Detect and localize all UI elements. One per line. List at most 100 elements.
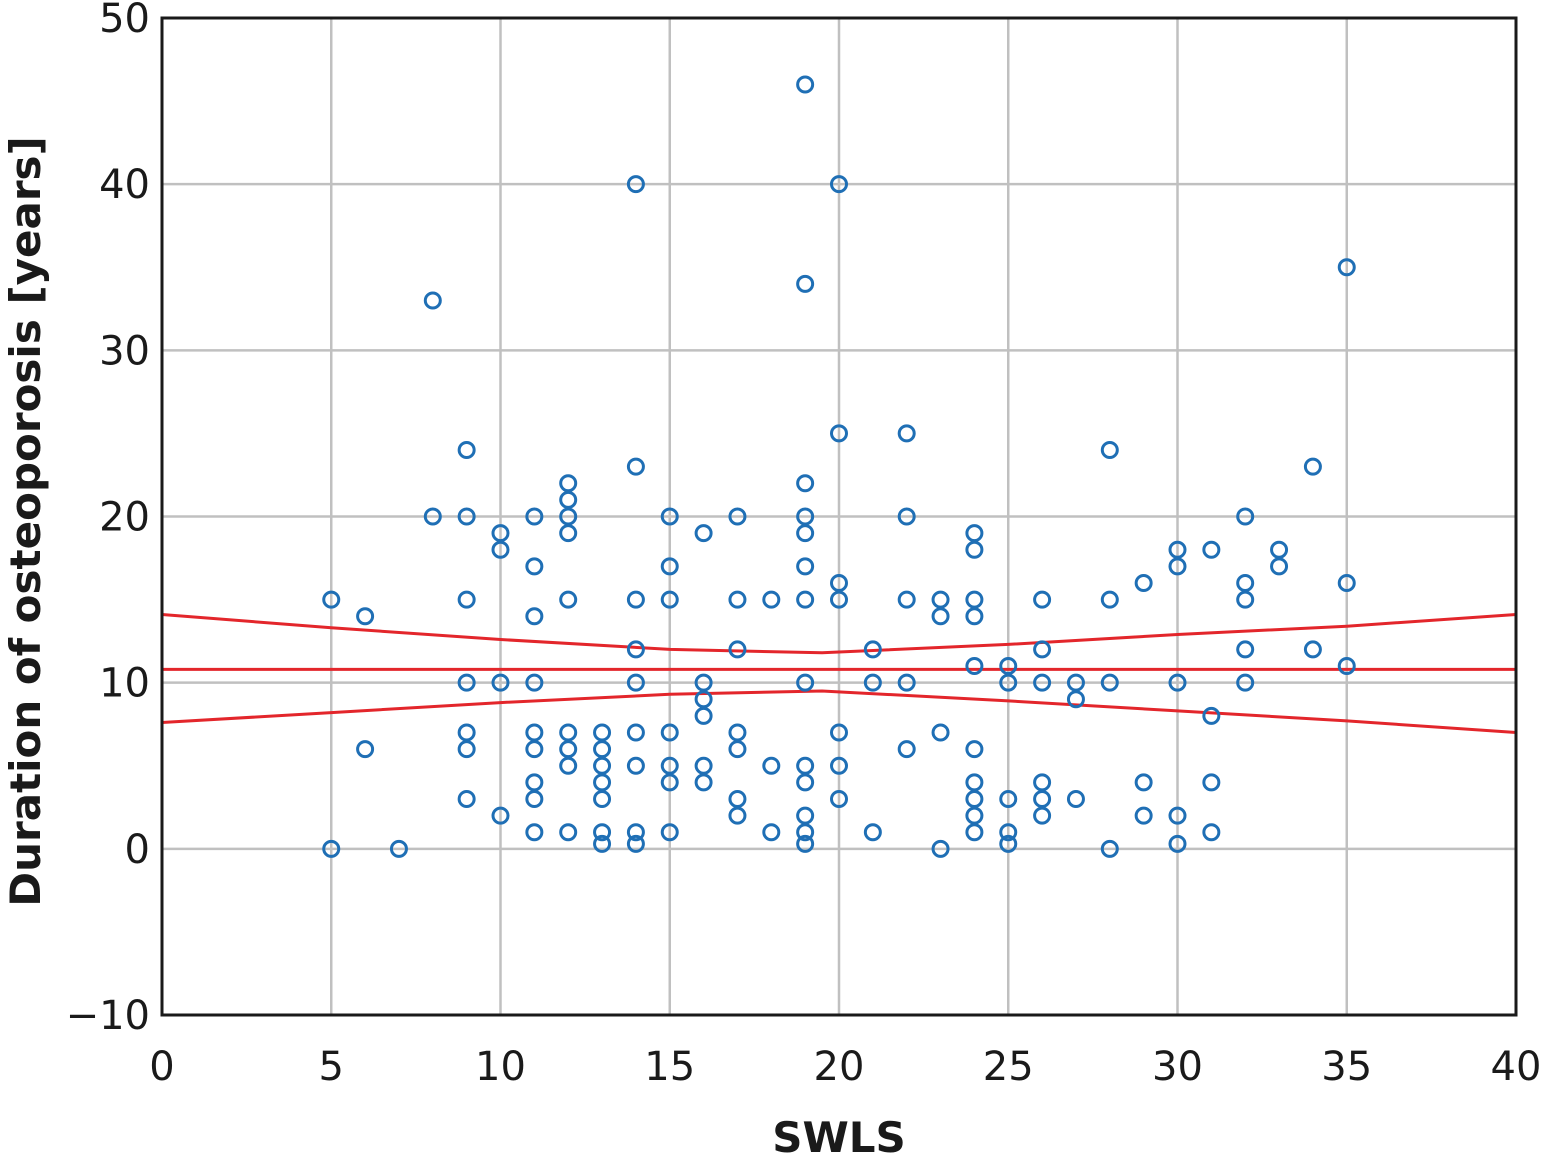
data-point — [1100, 590, 1119, 609]
data-point — [1033, 789, 1052, 808]
data-point — [965, 773, 984, 792]
y-tick-label: 50 — [99, 0, 150, 42]
data-point — [593, 740, 612, 759]
data-point — [830, 590, 848, 609]
data-point — [694, 524, 713, 543]
data-point — [660, 723, 679, 742]
data-point — [897, 590, 916, 609]
data-point — [626, 673, 645, 692]
data-point — [1236, 590, 1255, 609]
data-point — [423, 507, 442, 526]
data-point — [626, 756, 645, 775]
x-axis-title: SWLS — [772, 1113, 906, 1159]
data-point — [931, 839, 950, 858]
data-point — [965, 540, 984, 559]
x-tick-label: 10 — [475, 1044, 526, 1090]
data-point — [559, 723, 578, 742]
data-point — [1033, 673, 1052, 692]
data-point — [965, 740, 984, 759]
y-tick-label: −10 — [66, 993, 150, 1039]
data-point — [593, 789, 612, 808]
data-point — [525, 607, 544, 626]
data-point — [762, 823, 781, 842]
data-point — [965, 524, 984, 543]
data-point — [728, 723, 747, 742]
data-point — [525, 723, 544, 742]
data-point — [1337, 258, 1356, 277]
data-point — [965, 789, 984, 808]
data-point — [830, 573, 848, 592]
data-point — [830, 789, 848, 808]
data-point — [796, 673, 815, 692]
data-point — [999, 789, 1018, 808]
data-point — [660, 823, 679, 842]
data-point — [999, 673, 1018, 692]
data-point — [1168, 557, 1187, 576]
data-point — [1033, 773, 1052, 792]
data-point — [728, 789, 747, 808]
data-point — [626, 590, 645, 609]
data-point — [356, 607, 375, 626]
data-point — [491, 524, 510, 543]
data-point — [796, 823, 815, 842]
data-point — [660, 590, 679, 609]
data-point — [796, 756, 815, 775]
data-point — [999, 834, 1018, 853]
data-point — [457, 507, 476, 526]
data-point — [660, 773, 679, 792]
data-point — [626, 640, 645, 659]
data-point — [965, 607, 984, 626]
data-point — [728, 740, 747, 759]
x-tick-label: 20 — [814, 1044, 865, 1090]
data-point — [931, 590, 950, 609]
data-point — [322, 839, 341, 858]
x-tick-labels: 0 5 10 15 20 25 30 35 40 — [149, 1044, 1541, 1090]
data-point — [796, 524, 815, 543]
data-point — [626, 457, 645, 476]
data-point — [728, 806, 747, 825]
data-point — [626, 723, 645, 742]
data-point — [1236, 640, 1255, 659]
data-point — [389, 839, 408, 858]
data-point — [863, 640, 882, 659]
data-point — [559, 507, 578, 526]
data-point — [322, 590, 341, 609]
data-point — [796, 590, 815, 609]
data-point — [660, 756, 679, 775]
data-point — [999, 657, 1018, 676]
data-point — [626, 834, 645, 853]
data-point — [525, 507, 544, 526]
data-point — [1236, 673, 1255, 692]
data-point — [1134, 806, 1153, 825]
data-point — [626, 823, 645, 842]
x-tick-label: 40 — [1491, 1044, 1542, 1090]
data-point — [525, 823, 544, 842]
data-points — [322, 75, 1356, 858]
data-point — [1168, 806, 1187, 825]
data-point — [796, 474, 815, 493]
y-tick-label: 0 — [125, 827, 150, 873]
data-point — [830, 424, 848, 443]
data-point — [593, 773, 612, 792]
data-point — [559, 524, 578, 543]
data-point — [762, 590, 781, 609]
regression-lines — [161, 613, 1517, 734]
data-point — [694, 706, 713, 725]
y-tick-label: 10 — [99, 661, 150, 707]
data-point — [457, 441, 476, 460]
data-point — [931, 723, 950, 742]
data-point — [830, 723, 848, 742]
data-point — [457, 673, 476, 692]
data-point — [1270, 557, 1289, 576]
data-point — [1202, 823, 1221, 842]
data-point — [593, 823, 612, 842]
data-point — [999, 823, 1018, 842]
data-point — [830, 756, 848, 775]
data-point — [1033, 640, 1052, 659]
data-point — [559, 474, 578, 493]
data-point — [694, 673, 713, 692]
data-point — [626, 175, 645, 194]
data-point — [559, 490, 578, 509]
grid-lines — [160, 16, 1518, 1017]
